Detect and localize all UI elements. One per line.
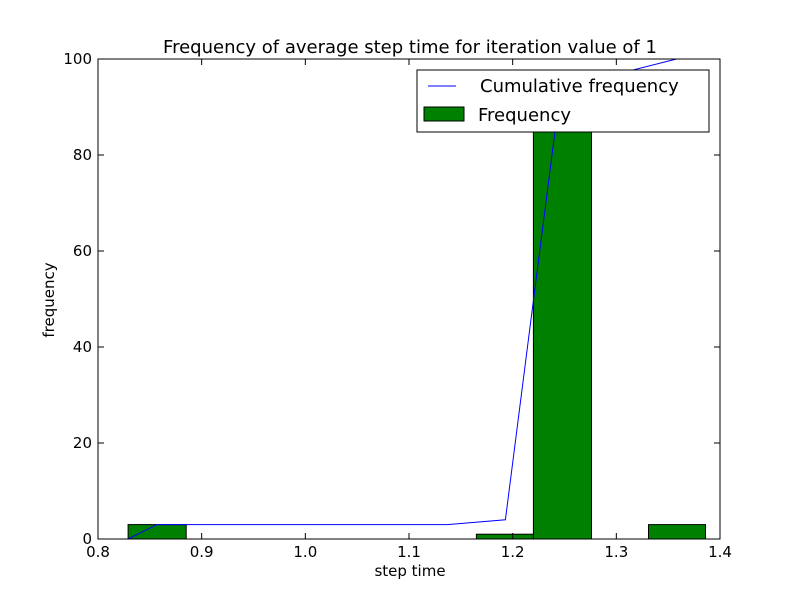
x-tick-label-1: 0.9 bbox=[190, 543, 214, 561]
y-tick-label-1: 20 bbox=[73, 434, 92, 452]
legend-box bbox=[416, 69, 710, 133]
legend-frequency-label: Frequency bbox=[478, 105, 571, 126]
x-tick-label-0: 0.8 bbox=[86, 543, 110, 561]
chart-legend: Cumulative frequency Frequency bbox=[416, 69, 710, 133]
chart-title: Frequency of average step time for itera… bbox=[163, 37, 657, 58]
x-tick-label-4: 1.2 bbox=[501, 543, 525, 561]
histogram-bar-7 bbox=[532, 92, 593, 540]
histogram-bar-9 bbox=[648, 524, 706, 540]
x-axis-label: step time bbox=[374, 562, 445, 580]
legend-swatch-frequency bbox=[423, 106, 465, 122]
y-axis-ticks: 0 20 40 60 80 100 bbox=[63, 50, 720, 548]
x-tick-label-6: 1.4 bbox=[708, 543, 732, 561]
histogram-bar-0 bbox=[127, 524, 187, 540]
legend-cumulative-label: Cumulative frequency bbox=[480, 76, 679, 97]
y-tick-label-4: 80 bbox=[73, 146, 92, 164]
y-tick-label-0: 0 bbox=[82, 530, 92, 548]
plot-area bbox=[127, 58, 706, 540]
plot-frame bbox=[97, 58, 721, 540]
x-axis-ticks: 0.8 0.9 1.0 1.1 1.2 1.3 1.4 bbox=[86, 59, 732, 561]
histogram-bar-6 bbox=[475, 533, 534, 540]
y-tick-label-5: 100 bbox=[63, 50, 92, 68]
x-tick-label-2: 1.0 bbox=[293, 543, 317, 561]
y-axis-label: frequency bbox=[40, 262, 58, 337]
y-tick-label-2: 40 bbox=[73, 338, 92, 356]
x-tick-label-3: 1.1 bbox=[397, 543, 421, 561]
x-tick-label-5: 1.3 bbox=[604, 543, 628, 561]
y-tick-label-3: 60 bbox=[73, 242, 92, 260]
